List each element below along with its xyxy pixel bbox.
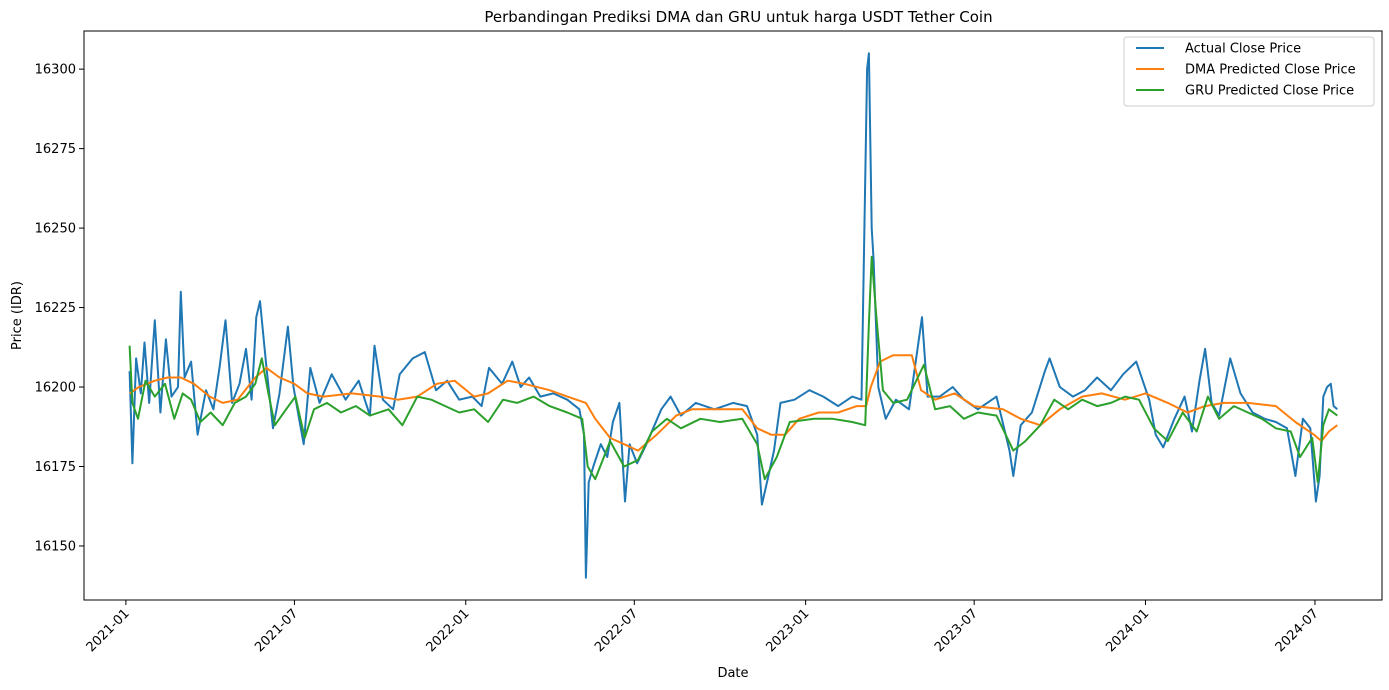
plot-area — [84, 31, 1382, 600]
x-tick-label-3: 2022-07 — [592, 606, 641, 655]
y-axis: 16150 16175 16200 16225 16250 16275 16300 — [35, 63, 84, 554]
x-tick-label-6: 2024-01 — [1103, 606, 1152, 655]
y-tick-label-2: 16200 — [35, 381, 76, 396]
series-line-0 — [128, 52, 1338, 579]
legend-label-2: GRU Predicted Close Price — [1185, 84, 1354, 99]
y-tick-label-3: 16225 — [35, 301, 76, 316]
x-tick-label-5: 2023-07 — [932, 606, 981, 655]
x-axis: 2021-01 2021-07 2022-01 2022-07 2023-01 2023-… — [84, 600, 1322, 655]
chart-title: Perbandingan Prediksi DMA dan GRU untuk … — [484, 8, 992, 26]
x-tick-label-0: 2021-01 — [84, 606, 133, 655]
x-tick-label-4: 2023-01 — [763, 606, 812, 655]
legend: Actual Close Price DMA Predicted Close Pr… — [1123, 36, 1375, 107]
x-axis-label: Date — [717, 666, 748, 681]
series-line-1 — [129, 354, 1338, 452]
legend-box — [1123, 36, 1375, 107]
legend-label-0: Actual Close Price — [1185, 42, 1301, 57]
legend-label-1: DMA Predicted Close Price — [1185, 63, 1356, 78]
y-tick-label-1: 16175 — [35, 460, 76, 475]
x-tick-label-1: 2021-07 — [252, 606, 301, 655]
y-tick-label-5: 16275 — [35, 142, 76, 157]
series-group — [128, 52, 1338, 579]
y-tick-label-0: 16150 — [35, 539, 76, 554]
y-tick-label-4: 16250 — [35, 222, 76, 237]
series-line-2 — [128, 255, 1338, 484]
plot-frame — [83, 30, 1383, 601]
x-tick-label-7: 2024-07 — [1273, 606, 1322, 655]
y-axis-label: Price (IDR) — [10, 281, 25, 350]
x-tick-label-2: 2022-01 — [424, 606, 473, 655]
y-tick-label-6: 16300 — [35, 63, 76, 78]
